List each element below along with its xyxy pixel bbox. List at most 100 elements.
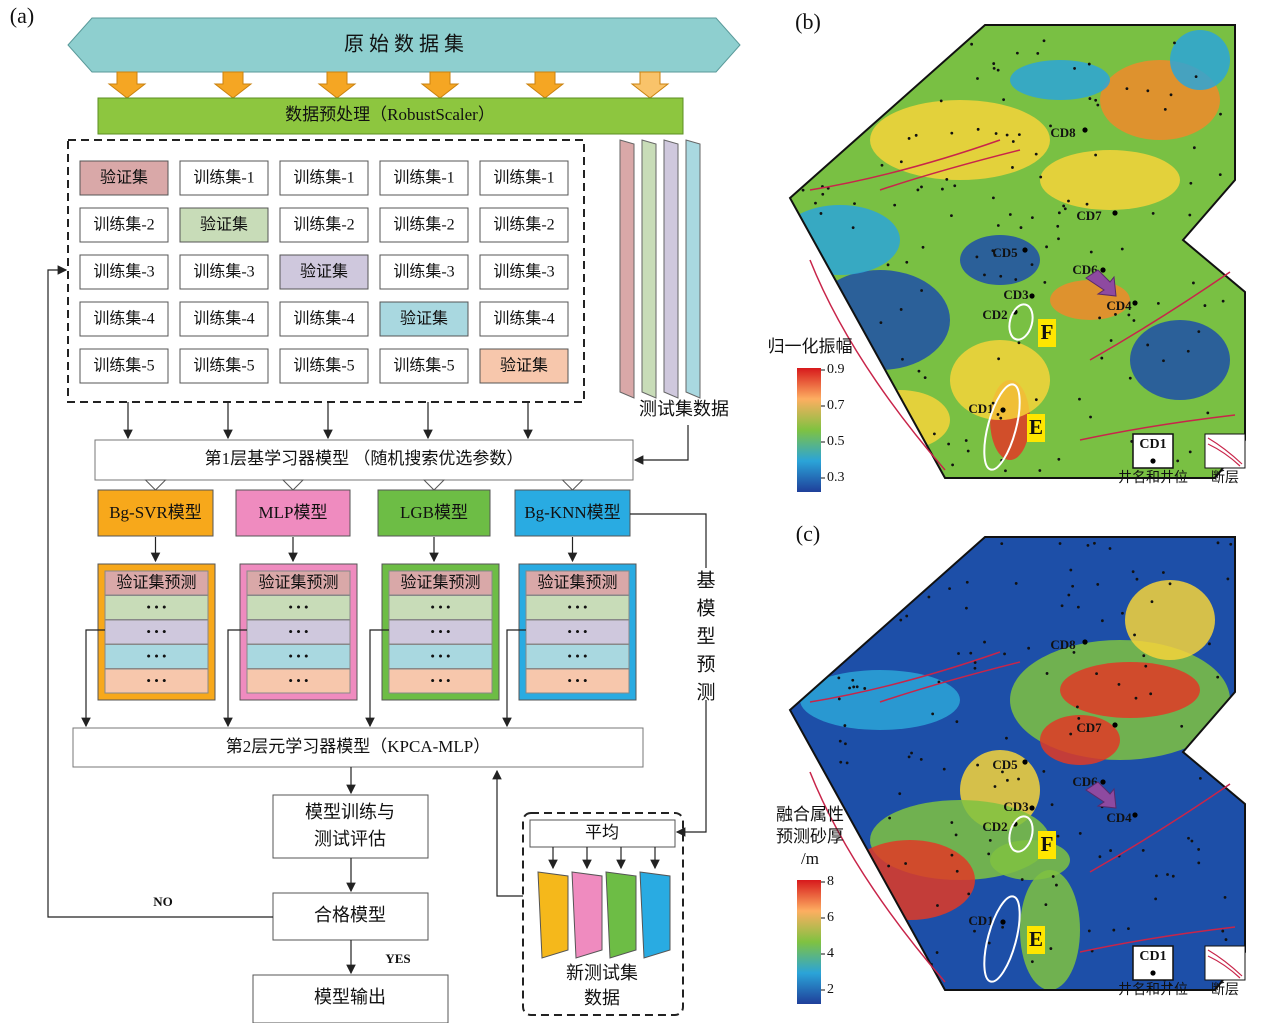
- map-dot: [928, 984, 931, 988]
- fold-cell: [379, 348, 469, 384]
- map-dot: [1045, 672, 1049, 675]
- pred-dots: • • •: [146, 624, 166, 639]
- panel-label: (c): [796, 521, 820, 546]
- colorbar: [797, 880, 821, 1004]
- map-dot: [1044, 903, 1048, 907]
- colorbar-tick-label: 0.7: [827, 398, 845, 413]
- map-dot: [1056, 834, 1060, 838]
- fault-line: [1079, 414, 1236, 441]
- map-dot: [884, 891, 887, 895]
- map-dot: [983, 640, 986, 644]
- map-dot: [901, 357, 904, 361]
- pred-dots: • • •: [567, 599, 587, 614]
- map-dot: [898, 792, 902, 796]
- map-dot: [1154, 897, 1158, 901]
- map-dot: [1055, 883, 1058, 887]
- pred-row: [104, 644, 209, 669]
- fold-cell-text: 验证集: [400, 310, 448, 328]
- map-dot: [1004, 469, 1007, 473]
- legend-fault-text: 断层: [1211, 982, 1239, 998]
- arrow: [223, 629, 247, 728]
- map-dot: [1087, 62, 1091, 66]
- down-arrow: [107, 71, 147, 99]
- map-dot: [927, 595, 931, 599]
- fault-line: [809, 259, 946, 471]
- funnel: [422, 479, 446, 491]
- pred-dots: • • •: [567, 648, 587, 663]
- base-pred-text: 型: [696, 625, 715, 647]
- colorbar-tick-label: 0.3: [827, 470, 845, 485]
- map-dot: [992, 62, 996, 65]
- map-dot: [964, 439, 968, 442]
- map-blob: [850, 390, 950, 450]
- map-dot: [1017, 341, 1021, 345]
- map-dot: [1219, 112, 1222, 116]
- fold-cell-text: 训练集-2: [393, 216, 454, 234]
- map-dot: [991, 196, 995, 200]
- map-dot: [1057, 237, 1060, 241]
- map-dot: [1151, 211, 1155, 215]
- map-dot: [996, 413, 1000, 416]
- fold-cell-text: 验证集: [300, 263, 348, 281]
- map-dot: [1077, 716, 1081, 720]
- map-dot: [919, 757, 923, 761]
- map-blob: [960, 235, 1040, 285]
- legend-fault-box: [1204, 945, 1246, 981]
- map-dot: [1043, 280, 1047, 284]
- train-text: 模型训练与: [305, 802, 395, 822]
- map-dot: [1067, 199, 1070, 203]
- map-dot: [1162, 359, 1165, 363]
- map-dot: [888, 816, 892, 820]
- map-dot: [1006, 778, 1009, 782]
- map-dot: [917, 369, 921, 373]
- map-dot: [1109, 849, 1112, 852]
- map-dot: [932, 432, 936, 436]
- map-blob: [800, 670, 960, 730]
- map-dot: [967, 892, 971, 896]
- map-dot: [1100, 356, 1104, 360]
- map-dot: [899, 160, 903, 164]
- map-dot: [821, 192, 825, 196]
- map-blob: [790, 205, 900, 275]
- map-dot: [1197, 848, 1201, 851]
- map-dot: [804, 649, 808, 653]
- well-marker: [1112, 210, 1118, 216]
- map-dot: [1133, 633, 1136, 637]
- map-dot: [1154, 874, 1158, 878]
- pred-row: [246, 619, 351, 645]
- map-dot: [841, 635, 844, 638]
- map-dot: [806, 621, 810, 625]
- layer2-box: [72, 727, 644, 768]
- zone-tag: [1038, 319, 1056, 347]
- fault-line: [1089, 783, 1231, 873]
- well-marker: [1000, 919, 1006, 925]
- zone-ring: [983, 895, 1021, 983]
- map-dot: [1030, 263, 1034, 266]
- map-dot: [825, 358, 829, 362]
- map-dot: [1005, 736, 1008, 740]
- map-dot: [907, 755, 911, 759]
- map-dot: [899, 618, 903, 622]
- map-dot: [899, 308, 903, 311]
- train-text: 测试评估: [314, 829, 386, 849]
- model-box: [97, 489, 214, 537]
- fold-cell-text: 训练集-3: [393, 263, 454, 281]
- map-dot: [857, 546, 861, 550]
- map-dot: [1171, 874, 1175, 878]
- map-dot: [1030, 960, 1034, 964]
- arrow: [47, 265, 273, 918]
- legend-well-dot: [1150, 970, 1156, 976]
- map-dot: [920, 289, 923, 292]
- map-dot: [1166, 873, 1169, 876]
- map-dot: [1094, 153, 1098, 157]
- legend-well-name: CD1: [1139, 437, 1166, 452]
- pred-dots: • • •: [567, 673, 587, 688]
- map-dot: [837, 697, 841, 701]
- colorbar-tick-label: 0.5: [827, 434, 845, 449]
- well-label: CD6: [1072, 262, 1098, 277]
- pred-row: [104, 570, 209, 596]
- map-dot: [999, 416, 1003, 420]
- map-dot: [1011, 166, 1014, 169]
- down-arrow: [420, 71, 460, 99]
- map-dot: [854, 352, 858, 356]
